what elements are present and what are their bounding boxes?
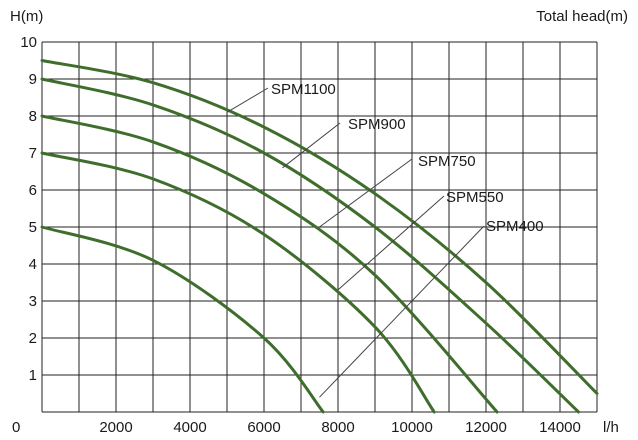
series-line-spm400 [40,225,325,414]
leader-line [319,158,413,228]
y-tick-label: 9 [29,71,37,88]
leader-line [226,87,269,113]
x-tick-label: 12000 [465,419,507,436]
series-line-spm550 [40,151,436,414]
series-label-spm400: SPM400 [486,218,544,235]
x-tick-label: 8000 [321,419,354,436]
series-label-spm550: SPM550 [446,189,504,206]
x-tick-label: 6000 [247,419,280,436]
x-axis-unit: l/h [603,419,619,436]
x-tick-label: 14000 [539,419,581,436]
y-tick-label: 7 [29,145,37,162]
y-axis-label: H(m) [10,8,43,25]
y-tick-label: 3 [29,293,37,310]
y-tick-label: 4 [29,256,37,273]
series-line-spm900 [40,77,580,414]
curves [40,59,599,414]
series-label-spm900: SPM900 [348,116,406,133]
series-label-spm1100: SPM1100 [271,81,336,98]
leader-line [282,122,341,169]
y-tick-label: 5 [29,219,37,236]
text-labels: H(m) Total head(m) l/h 1 2 3 4 5 6 7 8 9 10 0 2000 4… [10,8,628,436]
leader-line [337,195,445,291]
y-tick-label: 10 [20,34,37,51]
series-line-spm1100 [40,59,599,395]
y-tick-label: 6 [29,182,37,199]
x-tick-label: 10000 [391,419,433,436]
x-tick-label: 0 [12,419,20,436]
grid [41,41,598,413]
series-label-spm750: SPM750 [418,153,476,170]
series-line-spm750 [40,114,499,414]
leader-line [319,225,485,398]
y-axis-label-right: Total head(m) [536,8,628,25]
y-tick-label: 1 [29,367,37,384]
y-tick-label: 8 [29,108,37,125]
x-tick-label: 2000 [99,419,132,436]
y-tick-label: 2 [29,330,37,347]
x-tick-label: 4000 [173,419,206,436]
label-leaders [226,87,485,398]
